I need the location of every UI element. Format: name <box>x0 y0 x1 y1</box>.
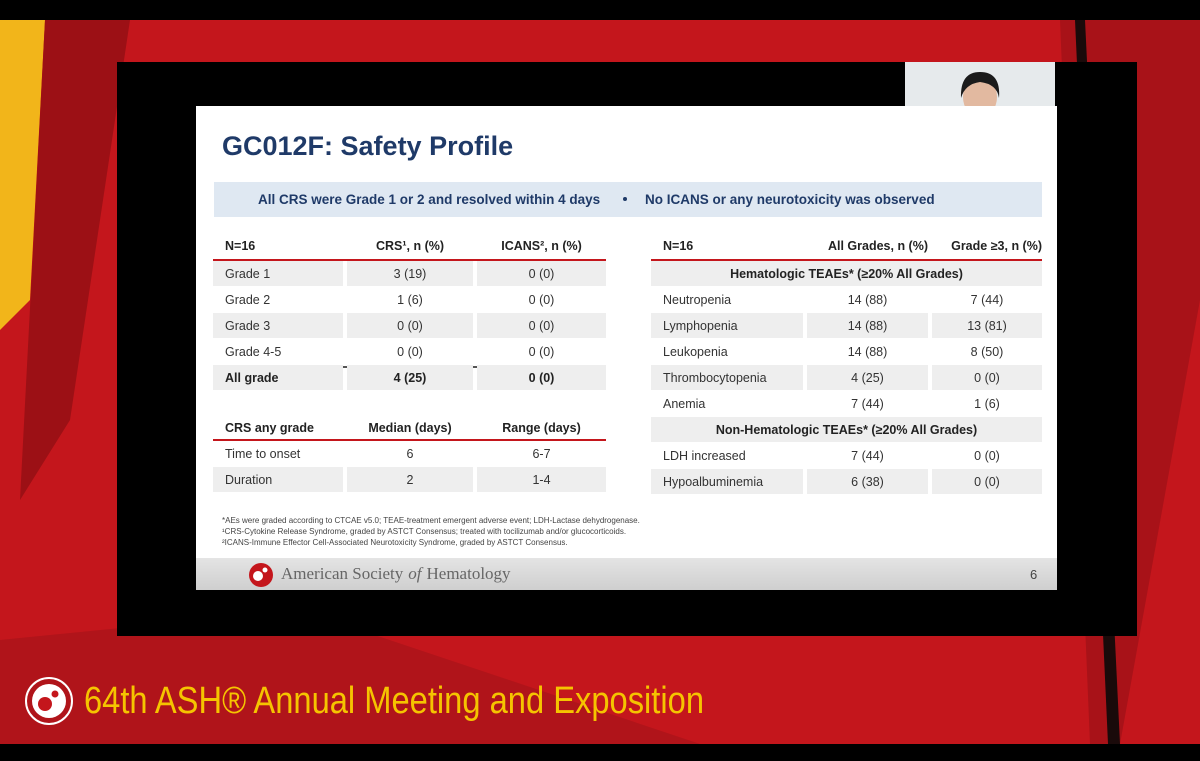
table-cell: Grade 2 <box>225 292 271 307</box>
table-cell: All grade <box>213 365 343 390</box>
table-cell: 14 (88) <box>847 344 888 359</box>
header-cell: N=16 <box>663 239 694 253</box>
banner: All CRS were Grade 1 or 2 and resolved w… <box>214 182 1042 217</box>
header-cell: ICANS², n (%) <box>501 239 582 253</box>
table-cell: Lymphopenia <box>651 313 803 338</box>
header-cell: Grade ≥3, n (%) <box>951 239 1042 253</box>
footnote: *AEs were graded according to CTCAE v5.0… <box>222 516 640 525</box>
table-cell: 13 (81) <box>932 313 1042 338</box>
table-cell: LDH increased <box>663 448 746 463</box>
event-title: 64th ASH® Annual Meeting and Exposition <box>84 680 705 722</box>
table-cell: 1-4 <box>477 467 606 492</box>
table-cell: 0 (0) <box>477 313 606 338</box>
table-cell: Grade 4-5 <box>225 344 282 359</box>
table-cell: 7 (44) <box>970 292 1004 307</box>
section-title: Hematologic TEAEs* (≥20% All Grades) <box>651 261 1042 286</box>
table-cell: Time to onset <box>225 446 301 461</box>
slide-title: GC012F: Safety Profile <box>222 131 514 161</box>
footnote: ¹CRS-Cytokine Release Syndrome, graded b… <box>222 527 627 536</box>
table-cell: Anemia <box>663 396 706 411</box>
table-cell: 0 (0) <box>477 261 606 286</box>
table-cell: 14 (88) <box>847 292 888 307</box>
society-text: American Society <box>281 564 404 583</box>
table-cell: 7 (44) <box>851 448 884 463</box>
table-cell: 14 (88) <box>807 313 928 338</box>
table-cell: Thrombocytopenia <box>651 365 803 390</box>
table-cell: 8 (50) <box>970 344 1004 359</box>
table-cell: 7 (44) <box>851 396 884 411</box>
header-cell: Range (days) <box>502 420 581 435</box>
page-number: 6 <box>1030 567 1038 582</box>
table-cell: Leukopenia <box>663 344 728 359</box>
table-cell: 1 (6) <box>974 396 1000 411</box>
table-cell: 0 (0) <box>974 448 1000 463</box>
footnote: ²ICANS-Immune Effector Cell-Associated N… <box>222 538 568 547</box>
header-cell: Median (days) <box>368 420 452 435</box>
header-cell: CRS any grade <box>225 420 314 435</box>
rule <box>651 259 1042 261</box>
banner-text: All CRS were Grade 1 or 2 and resolved w… <box>258 192 601 207</box>
table-cell: 2 <box>347 467 473 492</box>
event-logo <box>25 677 73 725</box>
table-cell: 0 (0) <box>397 344 423 359</box>
table-cell: 0 (0) <box>932 469 1042 494</box>
header-cell: CRS¹, n (%) <box>375 239 445 253</box>
table-cell: 0 (0) <box>347 313 473 338</box>
ash-logo <box>249 563 273 587</box>
table-cell: 0 (0) <box>932 365 1042 390</box>
rule <box>213 259 606 261</box>
table-cell: Grade 3 <box>213 313 343 338</box>
table-cell: 6 (38) <box>807 469 928 494</box>
table-cell: 1 (6) <box>397 292 423 307</box>
society-text: of <box>408 564 422 583</box>
table-cell: 4 (25) <box>347 365 473 390</box>
table-cell: 0 (0) <box>528 344 555 359</box>
table-cell: Neutropenia <box>663 292 732 307</box>
table-cell: 6-7 <box>532 446 551 461</box>
table-cell: 4 (25) <box>807 365 928 390</box>
footnotes: *AEs were graded according to CTCAE v5.0… <box>222 515 640 548</box>
banner-text: No ICANS or any neurotoxicity was observ… <box>645 192 935 207</box>
rule <box>213 439 606 441</box>
table-cell: 3 (19) <box>347 261 473 286</box>
header-cell: N=16 <box>225 239 256 253</box>
society-text: Hematology <box>426 564 511 583</box>
table-cell: 0 (0) <box>477 365 606 390</box>
slide-footer-band <box>196 558 1057 590</box>
table-cell: Grade 1 <box>213 261 343 286</box>
separator-dot <box>623 197 627 201</box>
header-cell: All Grades, n (%) <box>827 239 928 253</box>
section-title: Non-Hematologic TEAEs* (≥20% All Grades) <box>651 417 1042 442</box>
table-cell: 6 <box>406 446 414 461</box>
table-cell: 0 (0) <box>528 292 555 307</box>
society-name: American Society of Hematology <box>281 564 511 584</box>
table-cell: Duration <box>213 467 343 492</box>
table-cell: Hypoalbuminemia <box>651 469 803 494</box>
